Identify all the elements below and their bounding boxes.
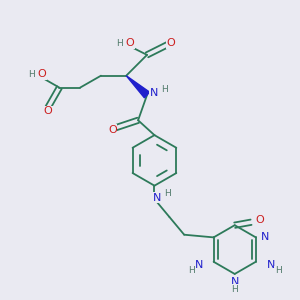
Text: H: H	[188, 266, 195, 275]
Text: H: H	[275, 266, 281, 275]
Text: H: H	[161, 85, 168, 94]
Text: O: O	[37, 69, 46, 79]
Text: N: N	[195, 260, 203, 270]
Text: O: O	[108, 125, 117, 135]
Text: O: O	[43, 106, 52, 116]
Text: H: H	[28, 70, 34, 79]
Text: N: N	[230, 277, 239, 287]
Text: N: N	[260, 232, 269, 242]
Text: N: N	[149, 88, 158, 98]
Text: O: O	[167, 38, 175, 48]
Text: N: N	[266, 260, 275, 270]
Text: O: O	[125, 38, 134, 48]
Text: H: H	[116, 38, 123, 47]
Text: N: N	[153, 193, 161, 202]
Text: O: O	[255, 215, 264, 225]
Text: H: H	[231, 285, 238, 294]
Text: H: H	[164, 189, 171, 198]
Polygon shape	[126, 76, 150, 98]
